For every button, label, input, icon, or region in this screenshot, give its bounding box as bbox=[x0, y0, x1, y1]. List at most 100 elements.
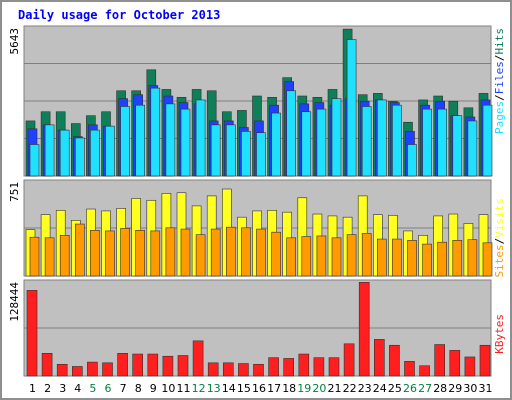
sites-bar bbox=[59, 235, 70, 277]
kbytes-bar bbox=[132, 353, 143, 377]
legend-entry: Files bbox=[493, 61, 506, 94]
pages-bar bbox=[482, 104, 493, 177]
kbytes-bar bbox=[404, 361, 415, 377]
kbytes-bar bbox=[87, 361, 98, 377]
kbytes-bar bbox=[41, 353, 53, 377]
y-axis-max-label: 5643 bbox=[8, 28, 21, 55]
kbytes-bar bbox=[313, 357, 325, 377]
kbytes-bar bbox=[268, 357, 279, 377]
pages-bar bbox=[256, 132, 266, 177]
kbytes-bar bbox=[464, 356, 476, 377]
kbytes-bar bbox=[358, 282, 370, 377]
legend-kbytes: KBytes bbox=[493, 314, 506, 354]
sites-bar bbox=[407, 240, 417, 277]
sites-bar bbox=[331, 237, 342, 277]
y-axis-max-label: 751 bbox=[8, 182, 21, 202]
kbytes-bar bbox=[177, 355, 189, 377]
kbytes-bar bbox=[479, 344, 491, 377]
sites-bar bbox=[286, 237, 297, 277]
sites-bar bbox=[210, 228, 221, 277]
kbytes-bar bbox=[147, 353, 159, 377]
page-title: Daily usage for October 2013 bbox=[18, 8, 221, 22]
x-tick-label: 4 bbox=[74, 382, 81, 395]
x-tick-label: 13 bbox=[207, 382, 221, 395]
kbytes-bar bbox=[207, 362, 219, 377]
pages-bar bbox=[90, 129, 100, 177]
legend-entry: / bbox=[493, 238, 506, 245]
x-tick-label: 27 bbox=[418, 382, 432, 395]
kbytes-bar bbox=[26, 290, 38, 377]
kbytes-bar bbox=[238, 363, 249, 377]
kbytes-bar bbox=[343, 343, 355, 377]
sites-bar bbox=[482, 242, 493, 277]
x-tick-label: 31 bbox=[479, 382, 493, 395]
sites-bar bbox=[75, 223, 85, 277]
x-tick-label: 6 bbox=[105, 382, 112, 395]
pages-bar bbox=[271, 112, 281, 177]
pages-bar bbox=[75, 137, 85, 177]
sites-bar bbox=[422, 243, 432, 277]
x-tick-label: 21 bbox=[328, 382, 342, 395]
kbytes-bar bbox=[72, 366, 83, 377]
pages-bar bbox=[120, 106, 130, 177]
pages-bar bbox=[301, 111, 312, 177]
pages-bar bbox=[376, 99, 387, 177]
x-tick-label: 20 bbox=[312, 382, 326, 395]
x-tick-label: 28 bbox=[433, 382, 447, 395]
pages-bar bbox=[407, 144, 417, 177]
pages-bar bbox=[286, 90, 297, 177]
sites-bar bbox=[376, 238, 387, 277]
kbytes-bar bbox=[56, 363, 68, 377]
sites-bar bbox=[120, 228, 130, 277]
kbytes-bar bbox=[419, 365, 430, 377]
kbytes-bar bbox=[192, 340, 204, 377]
sites-bar bbox=[105, 230, 115, 277]
kbytes-bar bbox=[373, 339, 385, 377]
pages-bar bbox=[44, 124, 55, 177]
legend-entry: Sites bbox=[493, 244, 506, 277]
x-tick-label: 5 bbox=[89, 382, 96, 395]
x-tick-label: 22 bbox=[343, 382, 357, 395]
sites-bar bbox=[135, 230, 145, 277]
x-tick-label: 26 bbox=[403, 382, 417, 395]
sites-bar bbox=[361, 233, 372, 277]
sites-bar bbox=[346, 234, 357, 277]
x-tick-label: 18 bbox=[282, 382, 296, 395]
x-tick-label: 29 bbox=[448, 382, 462, 395]
pages-bar bbox=[452, 115, 463, 177]
x-tick-label: 24 bbox=[373, 382, 387, 395]
x-tick-label: 2 bbox=[44, 382, 51, 395]
kbytes-bar bbox=[117, 353, 128, 377]
pages-bar bbox=[165, 103, 176, 177]
legend-entry: Pages bbox=[493, 101, 506, 134]
x-tick-label: 19 bbox=[297, 382, 311, 395]
kbytes-bar bbox=[283, 358, 295, 377]
x-tick-label: 9 bbox=[150, 382, 157, 395]
legend-pages-files-hits: Pages/Files/Hits bbox=[493, 28, 506, 134]
pages-bar bbox=[59, 129, 70, 177]
x-tick-label: 16 bbox=[252, 382, 266, 395]
x-tick-label: 10 bbox=[161, 382, 175, 395]
x-tick-label: 7 bbox=[120, 382, 127, 395]
x-tick-label: 25 bbox=[388, 382, 402, 395]
pages-bar bbox=[195, 99, 206, 177]
kbytes-bar bbox=[449, 350, 461, 377]
sites-bar bbox=[452, 240, 463, 277]
legend-entry: / bbox=[493, 94, 506, 101]
x-tick-label: 14 bbox=[222, 382, 236, 395]
kbytes-bar bbox=[298, 353, 310, 377]
sites-bar bbox=[29, 236, 40, 277]
sites-bar bbox=[301, 236, 312, 277]
pages-bar bbox=[150, 87, 161, 177]
pages-bar bbox=[316, 108, 327, 177]
sites-bar bbox=[180, 228, 191, 277]
sites-bar bbox=[44, 237, 55, 277]
pages-bar bbox=[105, 125, 115, 177]
kbytes-bar bbox=[223, 362, 234, 377]
legend-entry: KBytes bbox=[493, 314, 506, 354]
pages-bar bbox=[29, 144, 40, 177]
pages-bar bbox=[331, 98, 342, 177]
pages-bar bbox=[241, 131, 251, 177]
pages-bar bbox=[392, 104, 402, 177]
x-tick-label: 8 bbox=[135, 382, 142, 395]
